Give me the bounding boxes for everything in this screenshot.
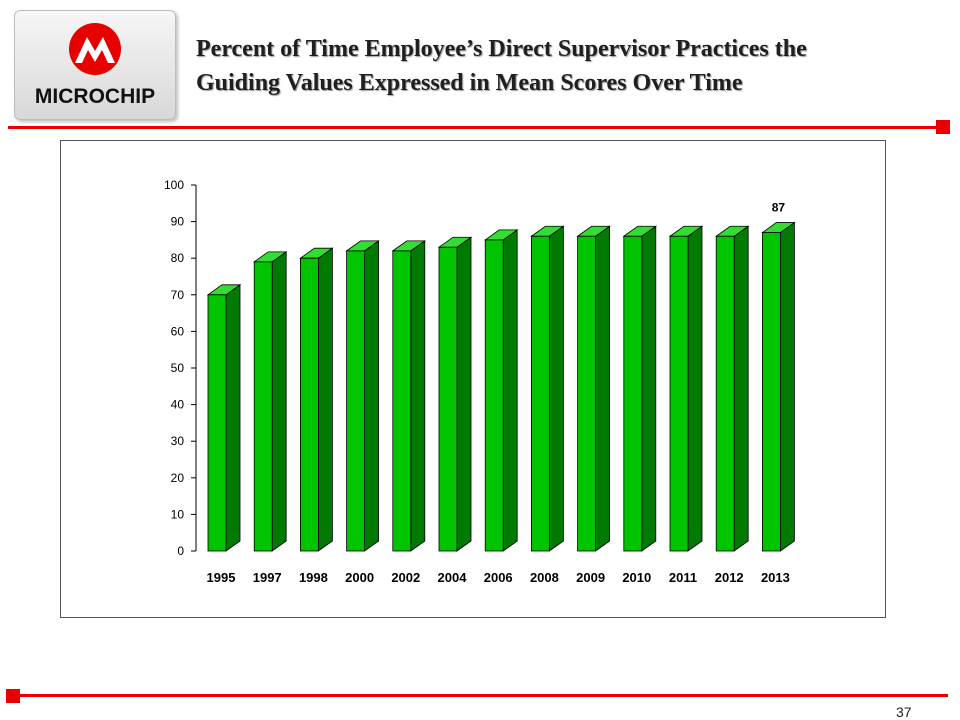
bar-side — [548, 225, 564, 552]
bar — [207, 294, 227, 552]
bar — [623, 235, 643, 552]
x-tick-label: 2011 — [669, 570, 697, 585]
x-tick-label: 2010 — [622, 570, 651, 585]
x-tick-label: 2000 — [345, 570, 374, 585]
bar-side — [271, 251, 287, 552]
y-tick-label: 90 — [171, 215, 185, 229]
title-line-2: Guiding Values Expressed in Mean Scores … — [196, 70, 743, 96]
x-tick-label: 1997 — [253, 570, 282, 585]
bar-side — [687, 225, 703, 552]
bar-chart: 0 10 20 30 40 50 60 70 80 90 100 1995 1997 1998 2000 20… — [164, 178, 796, 585]
title-line-1: Percent of Time Employee’s Direct Superv… — [196, 36, 807, 62]
bar-side — [364, 240, 380, 552]
logo-wordmark: MICROCHIP — [35, 85, 155, 108]
bar — [346, 250, 366, 552]
header-divider-square — [936, 120, 950, 134]
x-tick-label: 1995 — [207, 570, 236, 585]
x-tick-label: 2013 — [761, 570, 790, 585]
bar-side — [456, 236, 472, 552]
bar-side — [780, 221, 795, 552]
x-tick-label: 2008 — [530, 570, 559, 585]
x-tick-label: 2006 — [484, 570, 513, 585]
x-tick-label: 2012 — [715, 570, 744, 585]
footer-divider-square — [6, 689, 20, 703]
footer-divider — [18, 694, 948, 697]
y-tick-label: 80 — [171, 251, 185, 265]
y-tick-label: 20 — [171, 471, 185, 485]
bar — [530, 235, 550, 552]
bar-side — [410, 240, 426, 552]
bar-side — [317, 247, 333, 552]
bar — [715, 235, 735, 552]
bar-side — [225, 284, 241, 552]
bar — [762, 232, 781, 552]
bar-side — [502, 229, 518, 552]
y-tick-label: 60 — [171, 324, 185, 338]
y-tick-label: 50 — [171, 361, 185, 375]
bar-side — [641, 225, 657, 552]
x-tick-label: 1998 — [299, 570, 328, 585]
microchip-logo-icon: MICROCHIP — [35, 23, 155, 108]
bar — [669, 235, 689, 552]
bar — [484, 239, 504, 552]
y-tick-label: 0 — [177, 544, 184, 558]
bar — [392, 250, 412, 552]
y-tick-label: 10 — [171, 507, 185, 521]
bar-side — [595, 225, 610, 552]
page-number: 37 — [896, 704, 912, 720]
bar — [577, 235, 596, 552]
page-title: Percent of Time Employee’s Direct Superv… — [196, 32, 946, 100]
y-tick-label: 70 — [171, 288, 185, 302]
chart-frame: 0 10 20 30 40 50 60 70 80 90 100 1995 1997 1998 2000 20… — [60, 140, 886, 618]
bar-side — [733, 225, 749, 552]
y-tick-label: 100 — [164, 178, 184, 192]
y-tick-label: 30 — [171, 434, 185, 448]
microchip-logo: MICROCHIP — [14, 10, 176, 120]
x-tick-label: 2009 — [576, 570, 605, 585]
x-tick-label: 2004 — [438, 570, 468, 585]
header-divider — [8, 126, 938, 129]
y-tick-label: 40 — [171, 398, 185, 412]
x-tick-label: 2002 — [391, 570, 420, 585]
bar — [299, 257, 319, 552]
bar — [253, 261, 273, 552]
data-label: 87 — [772, 201, 786, 215]
bar — [438, 246, 458, 552]
